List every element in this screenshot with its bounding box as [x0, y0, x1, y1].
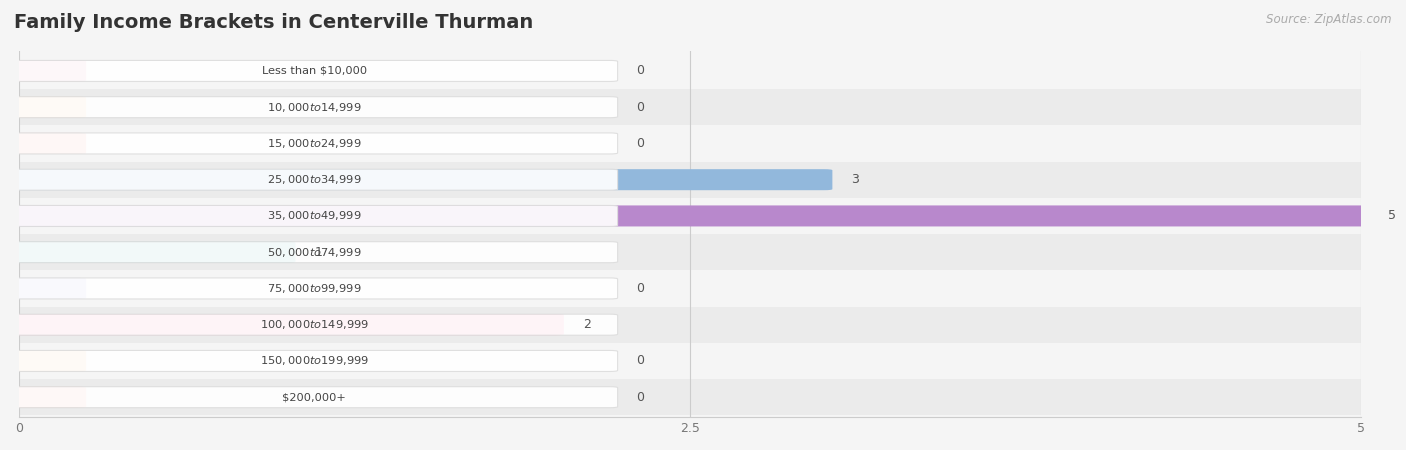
Bar [20, 379, 1361, 415]
Text: Source: ZipAtlas.com: Source: ZipAtlas.com [1267, 14, 1392, 27]
Bar [20, 270, 1361, 306]
FancyBboxPatch shape [11, 314, 617, 335]
Text: 0: 0 [637, 355, 644, 368]
Text: 5: 5 [1388, 209, 1396, 222]
Bar [20, 162, 1361, 198]
FancyBboxPatch shape [11, 60, 86, 81]
Text: 0: 0 [637, 64, 644, 77]
Text: $150,000 to $199,999: $150,000 to $199,999 [260, 355, 368, 368]
Bar [20, 89, 1361, 125]
FancyBboxPatch shape [11, 133, 617, 154]
Text: 1: 1 [315, 246, 322, 259]
Bar [20, 53, 1361, 89]
FancyBboxPatch shape [11, 169, 617, 190]
FancyBboxPatch shape [11, 351, 86, 371]
Text: $200,000+: $200,000+ [283, 392, 346, 402]
FancyBboxPatch shape [11, 60, 617, 81]
FancyBboxPatch shape [11, 278, 86, 299]
Text: 3: 3 [851, 173, 859, 186]
Bar [20, 234, 1361, 270]
FancyBboxPatch shape [11, 169, 832, 190]
Text: Less than $10,000: Less than $10,000 [262, 66, 367, 76]
Text: $100,000 to $149,999: $100,000 to $149,999 [260, 318, 368, 331]
FancyBboxPatch shape [11, 278, 617, 299]
Bar [20, 306, 1361, 343]
FancyBboxPatch shape [11, 314, 564, 335]
FancyBboxPatch shape [11, 97, 86, 118]
Text: $35,000 to $49,999: $35,000 to $49,999 [267, 209, 361, 222]
Text: 0: 0 [637, 282, 644, 295]
FancyBboxPatch shape [11, 206, 1369, 226]
Text: $10,000 to $14,999: $10,000 to $14,999 [267, 101, 361, 114]
Text: Family Income Brackets in Centerville Thurman: Family Income Brackets in Centerville Th… [14, 14, 533, 32]
Text: $25,000 to $34,999: $25,000 to $34,999 [267, 173, 361, 186]
FancyBboxPatch shape [11, 351, 617, 371]
FancyBboxPatch shape [11, 206, 617, 226]
FancyBboxPatch shape [11, 387, 617, 408]
Bar [20, 343, 1361, 379]
Text: $75,000 to $99,999: $75,000 to $99,999 [267, 282, 361, 295]
Text: 2: 2 [582, 318, 591, 331]
Text: $50,000 to $74,999: $50,000 to $74,999 [267, 246, 361, 259]
Bar [20, 198, 1361, 234]
FancyBboxPatch shape [11, 242, 617, 263]
Text: 0: 0 [637, 137, 644, 150]
FancyBboxPatch shape [11, 97, 617, 118]
FancyBboxPatch shape [11, 242, 295, 263]
Bar [20, 125, 1361, 162]
FancyBboxPatch shape [11, 133, 86, 154]
Text: 0: 0 [637, 391, 644, 404]
Text: $15,000 to $24,999: $15,000 to $24,999 [267, 137, 361, 150]
Text: 0: 0 [637, 101, 644, 114]
FancyBboxPatch shape [11, 387, 86, 408]
